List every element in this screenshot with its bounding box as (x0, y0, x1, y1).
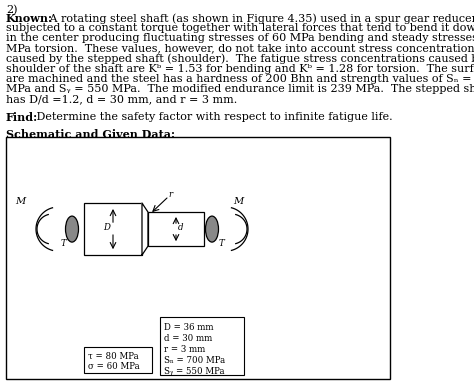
Text: Sᵧ = 550 MPa: Sᵧ = 550 MPa (164, 367, 225, 376)
Text: T: T (60, 238, 66, 248)
Text: A rotating steel shaft (as shown in Figure 4.35) used in a spur gear reducer is: A rotating steel shaft (as shown in Figu… (46, 13, 474, 23)
Text: Determine the safety factor with respect to infinite fatigue life.: Determine the safety factor with respect… (33, 112, 392, 122)
Text: caused by the stepped shaft (shoulder).  The fatigue stress concentrations cause: caused by the stepped shaft (shoulder). … (6, 54, 474, 65)
Bar (84, 203, 142, 255)
Ellipse shape (65, 216, 79, 242)
Bar (84, 347, 152, 373)
Text: Sₙ = 700 MPa: Sₙ = 700 MPa (164, 356, 225, 365)
Text: M: M (233, 197, 243, 205)
Text: 2): 2) (6, 5, 18, 15)
Bar (160, 317, 244, 375)
Bar (6, 137, 390, 379)
Text: Schematic and Given Data:: Schematic and Given Data: (6, 129, 175, 140)
Text: has D/d =1.2, d = 30 mm, and r = 3 mm.: has D/d =1.2, d = 30 mm, and r = 3 mm. (6, 94, 237, 104)
Text: are machined and the steel has a hardness of 200 Bhn and strength values of Sₙ =: are machined and the steel has a hardnes… (6, 74, 474, 84)
Text: Find:: Find: (6, 112, 38, 123)
Text: shoulder of the shaft are Kᵇ = 1.53 for bending and Kᵇ = 1.28 for torsion.  The : shoulder of the shaft are Kᵇ = 1.53 for … (6, 64, 474, 74)
Text: D: D (103, 223, 110, 232)
Bar (148, 212, 204, 246)
Text: MPa torsion.  These values, however, do not take into account stress concentrati: MPa torsion. These values, however, do n… (6, 44, 474, 54)
Text: d: d (178, 223, 184, 232)
Text: σ = 60 MPa: σ = 60 MPa (88, 362, 140, 371)
Text: r: r (168, 190, 172, 199)
Text: in the center producing fluctuating stresses of 60 MPa bending and steady stress: in the center producing fluctuating stre… (6, 33, 474, 43)
Polygon shape (142, 203, 148, 255)
Text: r = 3 mm: r = 3 mm (164, 345, 205, 354)
Text: M: M (15, 197, 25, 205)
Text: D = 36 mm: D = 36 mm (164, 323, 213, 332)
Text: d = 30 mm: d = 30 mm (164, 334, 212, 343)
Text: τ = 80 MPa: τ = 80 MPa (88, 352, 138, 361)
Ellipse shape (206, 216, 219, 242)
Text: MPa and Sᵧ = 550 MPa.  The modified endurance limit is 239 MPa.  The stepped sha: MPa and Sᵧ = 550 MPa. The modified endur… (6, 84, 474, 94)
Text: T: T (218, 238, 224, 248)
Text: Known:: Known: (6, 13, 53, 24)
Text: subjected to a constant torque together with lateral forces that tend to bend it: subjected to a constant torque together … (6, 23, 474, 33)
